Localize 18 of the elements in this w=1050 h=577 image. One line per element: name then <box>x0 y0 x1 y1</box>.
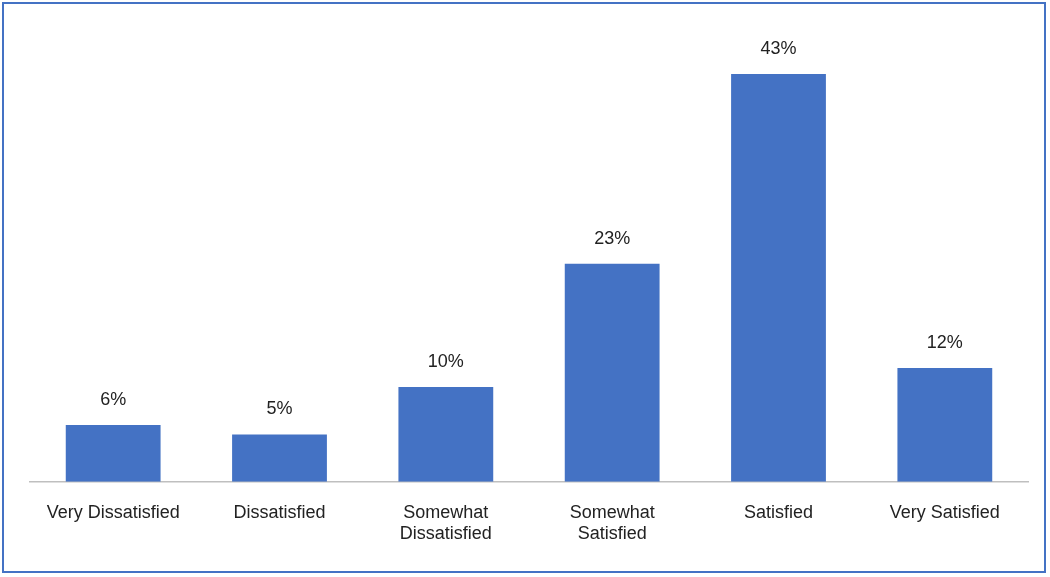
x-tick-label: Somewhat Dissatisfied <box>399 501 492 544</box>
bar <box>232 434 327 482</box>
bar <box>65 424 161 482</box>
data-label: 10% <box>427 350 464 371</box>
x-tick-label: Satisfied <box>743 501 814 522</box>
bar <box>398 386 494 482</box>
bar <box>564 263 660 482</box>
data-label: 12% <box>926 331 963 352</box>
x-tick-label: Very Satisfied <box>889 501 1000 522</box>
x-tick-label: Very Dissatisfied <box>46 501 180 522</box>
data-label: 23% <box>594 227 631 248</box>
x-tick-label: Dissatisfied <box>233 501 326 522</box>
bar <box>731 73 826 482</box>
data-label: 5% <box>266 398 293 419</box>
data-label: 43% <box>760 37 797 58</box>
data-label: 6% <box>100 388 127 409</box>
x-tick-label: Somewhat Satisfied <box>569 501 655 544</box>
bar <box>897 367 993 482</box>
